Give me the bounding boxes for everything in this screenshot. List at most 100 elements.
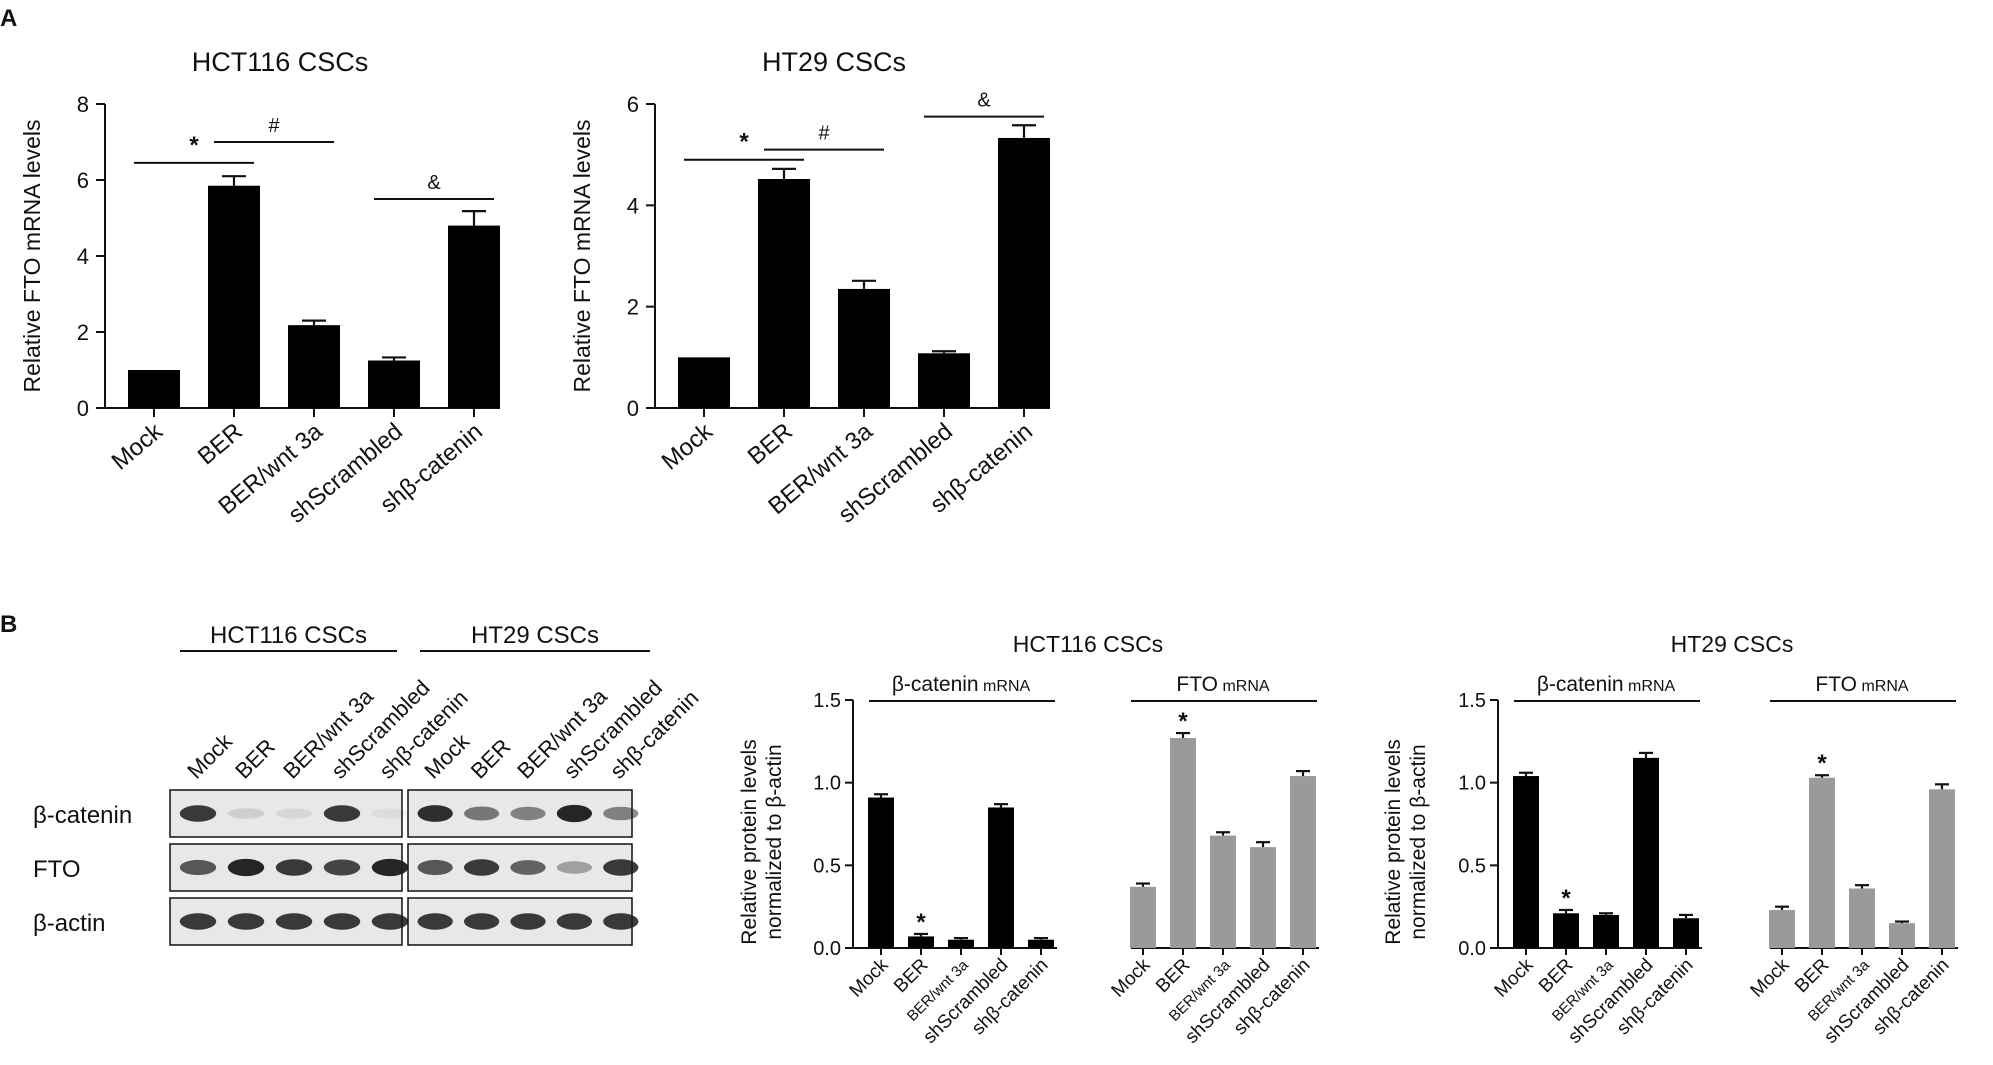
bar: [998, 137, 1050, 409]
blot-band: [323, 805, 361, 822]
western-blot: HCT116 CSCs HT29 CSCs β-catenin FTO β-actin M…: [33, 622, 703, 946]
blot-band: [417, 913, 453, 930]
blot-group-label: HCT116 CSCs: [210, 622, 367, 649]
chart-title: HT29 CSCs: [762, 47, 906, 77]
y-axis-label: Relative protein levels: [738, 739, 761, 944]
significance-marker: *: [1561, 885, 1571, 912]
group-label: β-catenin mRNA: [1537, 673, 1676, 696]
panel-b-letter: B: [0, 611, 17, 638]
y-axis-label: normalized to β-actin: [763, 744, 786, 939]
blot-band: [275, 913, 313, 930]
x-category-label: Mock: [1491, 954, 1538, 1001]
group-label-name: FTO: [1176, 673, 1218, 696]
x-category-label: Mock: [1747, 954, 1794, 1001]
x-category-label: Mock: [846, 954, 893, 1001]
chart-a-hct116: HCT116 CSCs Relative FTO mRNA levels 0 2 4 6 8…: [19, 47, 500, 529]
bar: [1130, 886, 1156, 948]
chart-a-ht29: HT29 CSCs Relative FTO mRNA levels 0 2 4 6 Moc…: [569, 47, 1050, 529]
significance-marker: *: [1178, 708, 1188, 735]
blot-lane-label: BER: [466, 734, 516, 784]
y-tick-label: 8: [77, 92, 89, 117]
bar: [1593, 914, 1619, 948]
bar: [678, 357, 730, 408]
blot-band: [417, 805, 453, 822]
y-tick-label: 0: [77, 396, 89, 421]
blot-band: [371, 858, 409, 877]
bar: [288, 325, 340, 408]
blot-band: [463, 913, 500, 930]
bar: [1170, 738, 1196, 948]
bar: [1633, 757, 1659, 948]
bar: [1889, 923, 1915, 948]
y-tick-label: 0.5: [813, 855, 841, 877]
significance-marker: #: [268, 115, 280, 137]
group-label-suffix: mRNA: [979, 678, 1031, 695]
blot-band: [556, 861, 593, 874]
chart-b-ht29: HT29 CSCs Relative protein levels normaliz…: [1382, 631, 1958, 1048]
group-label-name: β-catenin: [1537, 673, 1624, 696]
blot-row-label: β-catenin: [33, 802, 132, 829]
y-tick-label: 1.5: [813, 690, 841, 712]
blot-band: [603, 859, 639, 876]
blot-band: [371, 913, 409, 930]
blot-band: [323, 913, 361, 930]
blot-band: [463, 859, 500, 876]
bar: [918, 353, 970, 408]
blot-band: [603, 913, 639, 930]
group-label: FTO mRNA: [1176, 673, 1270, 696]
blot-band: [179, 859, 217, 876]
x-category-label: BER: [193, 418, 248, 470]
blot-lane-label: Mock: [182, 728, 238, 784]
group-label: β-catenin mRNA: [892, 673, 1031, 696]
bar: [758, 178, 810, 408]
blot-band: [371, 808, 409, 819]
blot-band: [179, 913, 217, 930]
y-tick-label: 0.0: [1458, 938, 1486, 960]
blot-band: [275, 808, 313, 819]
y-tick-label: 1.5: [1458, 690, 1486, 712]
significance-marker: #: [818, 123, 830, 145]
x-category-label: Mock: [1108, 954, 1155, 1001]
x-category-label: BER: [743, 418, 798, 470]
significance-marker: *: [189, 132, 199, 159]
bar: [988, 807, 1014, 948]
bar: [1513, 776, 1539, 948]
significance-marker: *: [739, 129, 749, 156]
blot-band: [556, 913, 593, 930]
y-tick-label: 6: [627, 92, 639, 117]
chart-title: HCT116 CSCs: [1013, 631, 1163, 657]
group-label-name: β-catenin: [892, 673, 979, 696]
blot-band: [179, 805, 217, 822]
blot-band: [510, 860, 546, 875]
blot-row-label: FTO: [33, 856, 81, 883]
group-label: FTO mRNA: [1815, 673, 1909, 696]
bar: [1809, 777, 1835, 948]
blot-band: [417, 859, 453, 876]
y-axis-label: Relative protein levels: [1382, 739, 1405, 944]
bar: [1849, 888, 1875, 948]
bar: [1769, 909, 1795, 948]
bar: [448, 225, 500, 408]
bar: [1673, 918, 1699, 948]
bar: [1028, 939, 1054, 948]
blot-band: [603, 806, 639, 821]
group-label-name: FTO: [1815, 673, 1857, 696]
bar: [1929, 789, 1955, 948]
blot-band: [323, 859, 361, 876]
y-axis-label: normalized to β-actin: [1407, 744, 1430, 939]
bar: [908, 936, 934, 948]
blot-lane-label: BER: [230, 734, 280, 784]
y-tick-label: 1.0: [1458, 773, 1486, 795]
y-tick-label: 1.0: [813, 773, 841, 795]
blot-band: [227, 808, 265, 819]
y-tick-label: 0.5: [1458, 855, 1486, 877]
blot-band: [227, 913, 265, 930]
significance-marker: *: [1817, 750, 1827, 777]
x-category-label: Mock: [107, 417, 169, 475]
chart-b-hct116: HCT116 CSCs Relative protein levels normal…: [738, 631, 1319, 1048]
bar: [368, 360, 420, 408]
blot-band: [556, 804, 593, 823]
chart-title: HCT116 CSCs: [192, 47, 369, 77]
y-tick-label: 0.0: [813, 938, 841, 960]
